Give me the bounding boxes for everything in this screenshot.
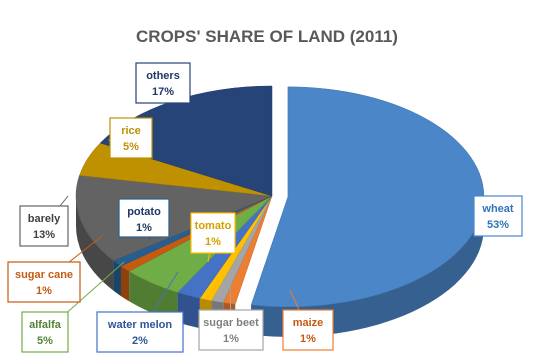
pie-slice-barely <box>75 175 273 261</box>
pie-side-wheat <box>251 196 484 337</box>
label-value-potato: 1% <box>136 222 152 234</box>
data-label-others: others 17% <box>135 62 191 104</box>
data-label-rice: rice 5% <box>107 117 153 159</box>
label-box-sugar-cane <box>7 261 81 303</box>
chart-title: CROPS' SHARE OF LAND (2011) <box>136 27 398 46</box>
label-box-maize <box>282 309 334 351</box>
label-name-sugar-beet: sugar beet <box>203 317 259 329</box>
label-box-alfalfa <box>21 311 69 353</box>
data-label-water-melon: water melon 2% <box>96 271 184 353</box>
label-value-water-melon: 2% <box>132 335 148 347</box>
label-box-potato <box>118 198 170 238</box>
label-value-wheat: 53% <box>487 219 509 231</box>
label-box-water-melon <box>96 311 184 353</box>
label-name-barely: barely <box>28 213 61 225</box>
label-box-rice <box>109 117 153 159</box>
label-name-rice: rice <box>121 125 141 137</box>
pie-labels: wheat 53% maize 1% sugar beet 1% tomato 1% water… <box>7 62 523 353</box>
label-box-tomato <box>190 212 236 254</box>
label-box-wheat <box>473 195 523 237</box>
label-value-others: 17% <box>152 86 174 98</box>
label-box-sugar-beet <box>198 309 264 351</box>
label-name-maize: maize <box>293 317 324 329</box>
pie-side-sugar-cane <box>120 266 130 302</box>
data-label-sugar-cane: sugar cane 1% <box>7 235 103 303</box>
pie-side-alfalfa <box>129 271 178 323</box>
label-name-tomato: tomato <box>195 220 232 232</box>
data-label-sugar-beet: sugar beet 1% <box>198 281 264 351</box>
label-name-water-melon: water melon <box>107 319 172 331</box>
data-label-wheat: wheat 53% <box>469 194 523 237</box>
label-name-others: others <box>146 70 180 82</box>
label-value-maize: 1% <box>300 333 316 345</box>
label-value-barely: 13% <box>33 229 55 241</box>
label-value-tomato: 1% <box>205 236 221 248</box>
label-box-others <box>135 62 191 104</box>
data-label-potato: potato 1% <box>118 198 170 241</box>
data-label-maize: maize 1% <box>282 289 334 351</box>
label-name-alfalfa: alfalfa <box>29 319 62 331</box>
label-name-potato: potato <box>127 206 161 218</box>
data-label-tomato: tomato 1% <box>190 212 236 263</box>
label-name-wheat: wheat <box>481 203 514 215</box>
label-name-sugar-cane: sugar cane <box>15 269 73 281</box>
label-box-barely <box>19 205 69 247</box>
label-value-sugar-beet: 1% <box>223 333 239 345</box>
label-value-alfalfa: 5% <box>37 335 53 347</box>
data-label-alfalfa: alfalfa 5% <box>21 261 125 353</box>
label-value-sugar-cane: 1% <box>36 285 52 297</box>
data-label-barely: barely 13% <box>19 195 69 247</box>
label-value-rice: 5% <box>123 141 139 153</box>
